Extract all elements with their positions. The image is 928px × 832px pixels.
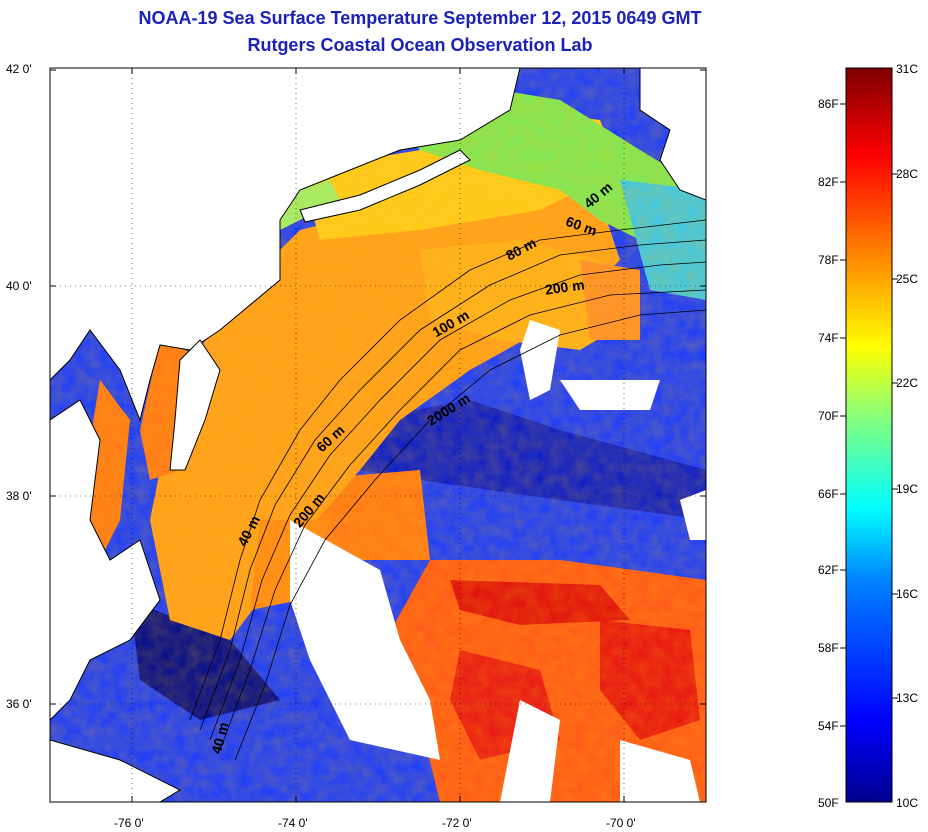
colorbar-f-label: 78F [818, 253, 839, 267]
colorbar-c-label: 25C [896, 272, 919, 286]
colorbar-f-label: 70F [818, 409, 839, 423]
colorbar-f-label: 66F [818, 487, 839, 501]
colorbar-c-label: 22C [896, 376, 919, 390]
colorbar-f-label: 86F [818, 97, 839, 111]
colorbar-c-label: 13C [896, 691, 919, 705]
land-delmarva-virginia [50, 399, 161, 721]
lon-label: -72 0' [442, 816, 472, 830]
map-title: NOAA-19 Sea Surface Temperature Septembe… [138, 8, 702, 28]
colorbar-c-label: 19C [896, 482, 919, 496]
long-island [299, 149, 471, 223]
map-subtitle: Rutgers Coastal Ocean Observation Lab [247, 35, 593, 55]
lat-label: 38 0' [6, 489, 32, 503]
map-frame [49, 67, 707, 803]
colorbar-f-label: 62F [818, 563, 839, 577]
colorbar-c-label: 28C [896, 167, 919, 181]
lat-label: 42 0' [6, 62, 32, 76]
colorbar-f-label: 74F [818, 331, 839, 345]
colorbar-c-label: 31C [896, 62, 919, 76]
colorbar-c-label: 10C [896, 796, 919, 810]
colorbar-f-label: 50F [818, 796, 839, 810]
lon-label: -70 0' [606, 816, 636, 830]
cape-cod [639, 68, 706, 201]
bathymetry-contours [189, 219, 706, 761]
colorbar-f-label: 58F [818, 641, 839, 655]
lon-label: -76 0' [114, 816, 144, 830]
temperature-colorbar [845, 67, 893, 803]
colorbar-f-label: 82F [818, 175, 839, 189]
lat-label: 36 0' [6, 697, 32, 711]
contour-label: 40 m [208, 720, 232, 755]
colorbar-c-label: 16C [896, 587, 919, 601]
contour-label: 200 m [544, 276, 586, 297]
colorbar-f-label: 54F [818, 719, 839, 733]
lat-label: 40 0' [6, 279, 32, 293]
lon-label: -74 0' [278, 816, 308, 830]
land-northeast-us [50, 68, 521, 422]
cloud-gap [290, 520, 440, 760]
